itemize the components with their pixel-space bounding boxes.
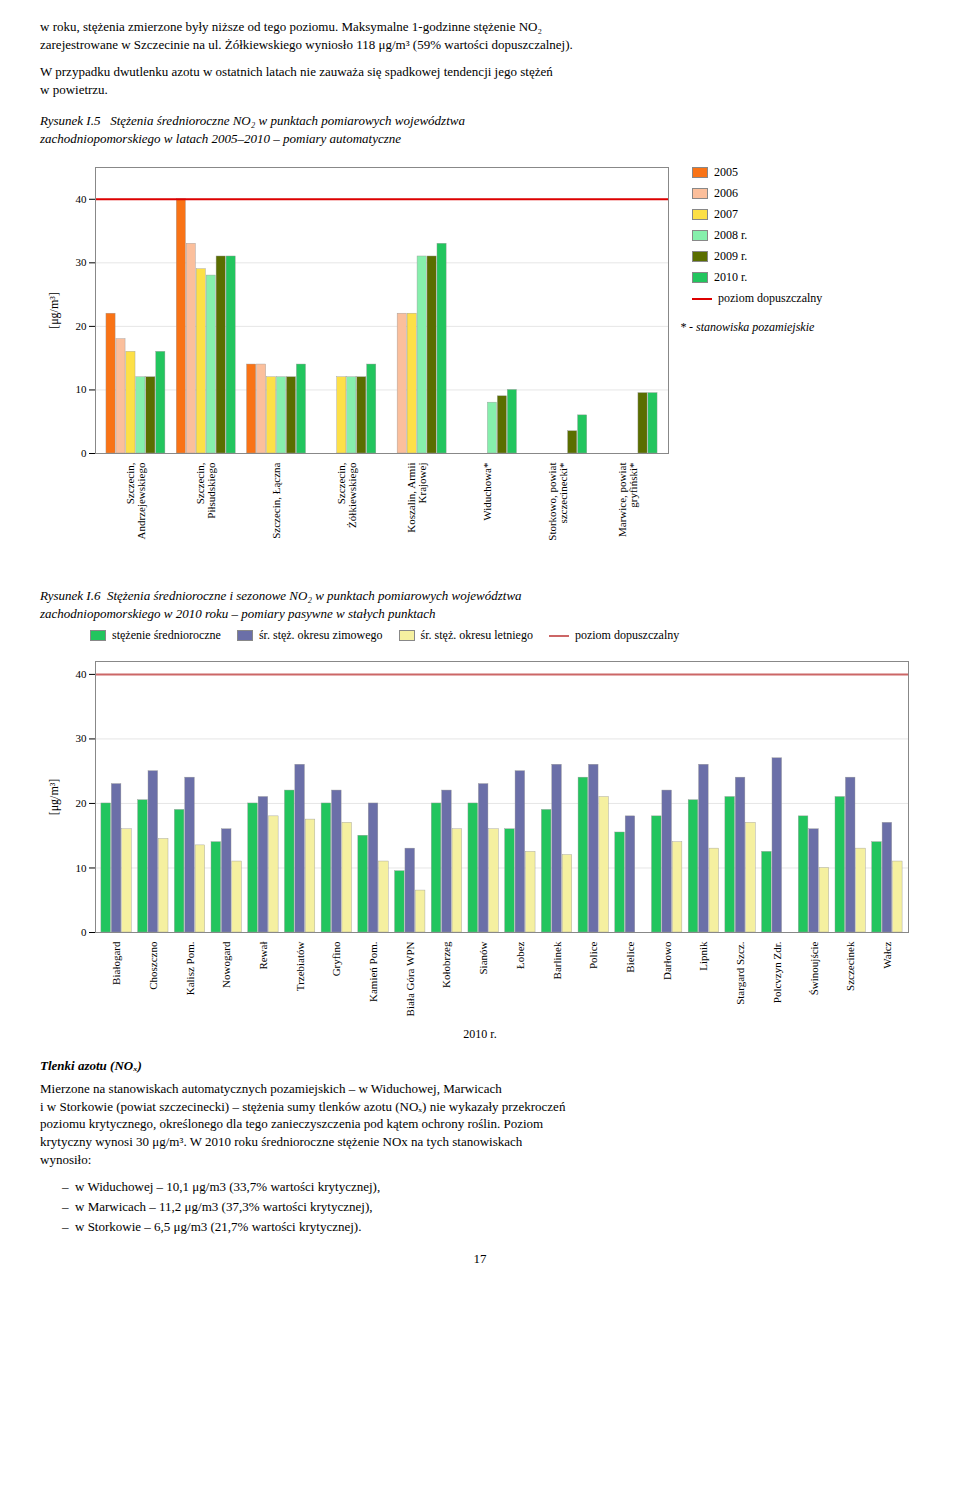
svg-text:0: 0 [81, 926, 87, 938]
svg-text:Koszalin, ArmiiKrajowej: Koszalin, ArmiiKrajowej [405, 463, 428, 533]
svg-text:Polcvzyn Zdr.: Polcvzyn Zdr. [771, 942, 783, 1004]
svg-text:Lipnik: Lipnik [697, 941, 709, 971]
svg-text:Kamień Pom.: Kamień Pom. [367, 942, 379, 1003]
svg-text:[μg/m³]: [μg/m³] [47, 779, 61, 816]
html-text:2010 r.: 2010 r. [714, 270, 748, 285]
svg-text:30: 30 [76, 733, 88, 745]
html-text:2007: 2007 [714, 207, 738, 222]
html-text:poziom dopuszczalny: poziom dopuszczalny [574, 628, 680, 643]
svg-text:Świnoujście: Świnoujście [808, 942, 820, 996]
svg-text:Szczecin,Piłsudskiego: Szczecin,Piłsudskiego [194, 462, 217, 519]
svg-text:Kołobrzeg: Kołobrzeg [440, 941, 452, 988]
svg-text:0: 0 [81, 447, 87, 459]
svg-text:Rewał: Rewał [257, 942, 269, 970]
svg-text:20: 20 [76, 320, 88, 332]
svg-text:Szczecin,Andrzejewskiego: Szczecin,Andrzejewskiego [124, 462, 147, 539]
html-text:Mierzone na stanowiskach autom: Mierzone na stanowiskach automatycznych … [40, 1081, 566, 1167]
svg-text:Łobez: Łobez [514, 942, 526, 970]
svg-text:Szczecin,Żółkiewskiego: Szczecin,Żółkiewskiego [335, 462, 358, 528]
svg-text:Barlinek: Barlinek [551, 941, 563, 979]
svg-text:Widuchowa*: Widuchowa* [481, 463, 493, 521]
svg-text:20: 20 [76, 797, 88, 809]
html-text:śr. stęż. okresu zimowego: śr. stęż. okresu zimowego [259, 628, 383, 643]
svg-text:Bielice: Bielice [624, 942, 636, 973]
svg-text:10: 10 [76, 384, 88, 396]
svg-text:Biała Góra WPN: Biała Góra WPN [404, 942, 416, 1017]
html-text:w roku, stężenia zmierzone był: w roku, stężenia zmierzone były niższe o… [40, 19, 573, 52]
html-text:Tlenki azotu (NOₓ): Tlenki azotu (NOₓ) [40, 1058, 142, 1074]
html-text:2009 r.: 2009 r. [714, 249, 748, 264]
svg-text:[μg/m³]: [μg/m³] [47, 292, 61, 329]
html-text:Rysunek I.5 Stężenia średnioro: Rysunek I.5 Stężenia średnioroczne NO₂ w… [40, 113, 465, 146]
svg-text:40: 40 [76, 668, 88, 680]
html-text:* - stanowiska pozamiejskie: * - stanowiska pozamiejskie [680, 320, 815, 335]
html-text:śr. stęż. okresu letniego: śr. stęż. okresu letniego [420, 628, 533, 643]
html-text:2006: 2006 [714, 186, 738, 201]
html-text:Rysunek I.6 Stężenia średnioro: Rysunek I.6 Stężenia średnioroczne i sez… [40, 588, 522, 621]
svg-text:Szczecinek: Szczecinek [844, 941, 856, 991]
svg-text:Szczecin, Łączna: Szczecin, Łączna [270, 463, 282, 539]
svg-text:Nowogard: Nowogard [220, 941, 232, 988]
svg-text:Police: Police [587, 942, 599, 970]
html-text:2008 r.: 2008 r. [714, 228, 748, 243]
html-text:17: 17 [473, 1250, 487, 1266]
svg-text:Sianów: Sianów [477, 942, 489, 975]
svg-text:Choszczno: Choszczno [147, 941, 159, 990]
svg-text:Trzebiatów: Trzebiatów [294, 942, 306, 992]
svg-text:Gryfino: Gryfino [330, 941, 342, 976]
html-text:– w Storkowie – 6,5 μg/m3 (21,: – w Storkowie – 6,5 μg/m3 (21,7% wartośc… [62, 1219, 362, 1235]
svg-text:Marwice, powiatgryfiński*: Marwice, powiatgryfiński* [616, 463, 639, 538]
svg-text:40: 40 [76, 193, 88, 205]
html-text:W przypadku dwutlenku azotu w: W przypadku dwutlenku azotu w ostatnich … [40, 64, 553, 97]
html-text:2010 r.: 2010 r. [463, 1027, 497, 1042]
html-text:– w Marwicach – 11,2 μg/m3 (37: – w Marwicach – 11,2 μg/m3 (37,3% wartoś… [62, 1199, 373, 1215]
html-text:stężenie średnioroczne: stężenie średnioroczne [112, 628, 221, 643]
html-text:poziom dopuszczalny: poziom dopuszczalny [718, 291, 823, 306]
svg-text:Storkowo, powiatszczecinecki*: Storkowo, powiatszczecinecki* [546, 463, 569, 541]
svg-text:Kalisz Pom.: Kalisz Pom. [184, 942, 196, 996]
html-text:2005: 2005 [714, 165, 738, 180]
svg-text:Stargard Szcz.: Stargard Szcz. [734, 942, 746, 1006]
svg-text:10: 10 [76, 862, 88, 874]
svg-text:Białogard: Białogard [110, 941, 122, 985]
svg-text:30: 30 [76, 257, 88, 269]
svg-text:Darłowo: Darłowo [661, 941, 673, 980]
svg-text:Wałcz: Wałcz [881, 942, 893, 969]
html-text:– w Widuchowej – 10,1 μg/m3 (3: – w Widuchowej – 10,1 μg/m3 (33,7% warto… [62, 1179, 381, 1195]
